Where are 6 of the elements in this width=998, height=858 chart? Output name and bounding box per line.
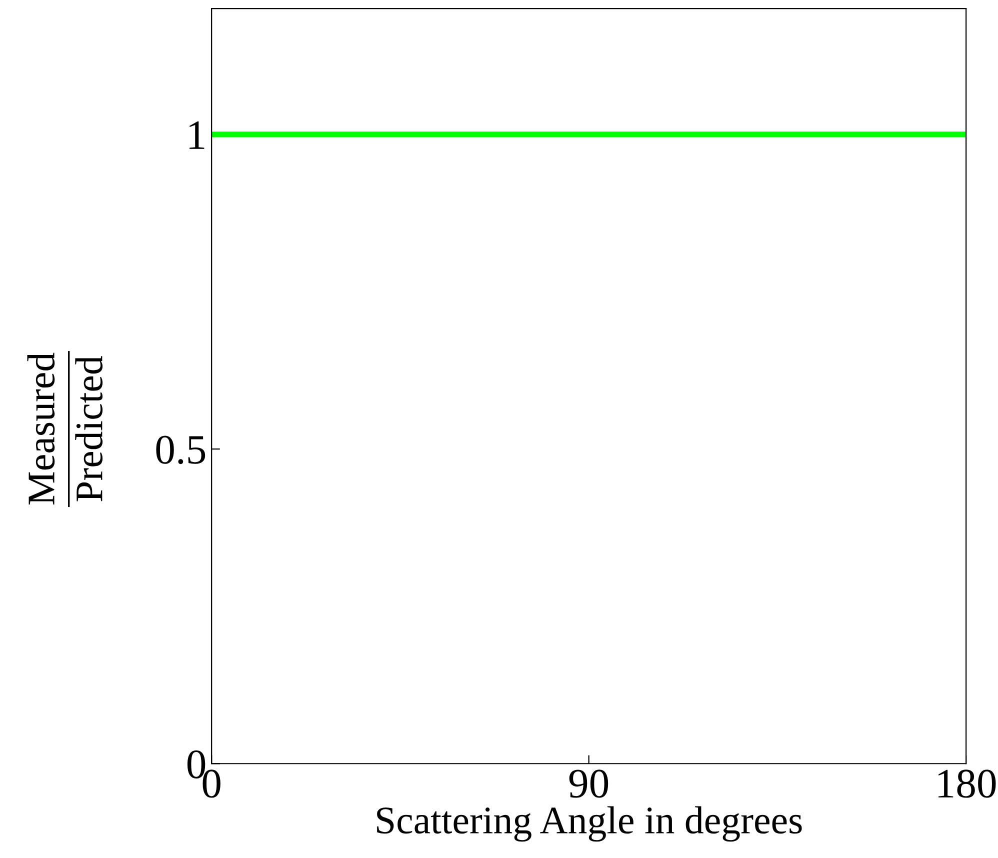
x-tick-label: 180 (938, 770, 996, 798)
y-tick-label: 1 (190, 121, 204, 149)
y-axis-title: Measured Predicted (27, 352, 103, 505)
y-tick-label: 0.5 (156, 436, 206, 464)
x-tick-label: 90 (569, 770, 608, 798)
x-axis-title: Scattering Angle in degrees (377, 806, 802, 842)
